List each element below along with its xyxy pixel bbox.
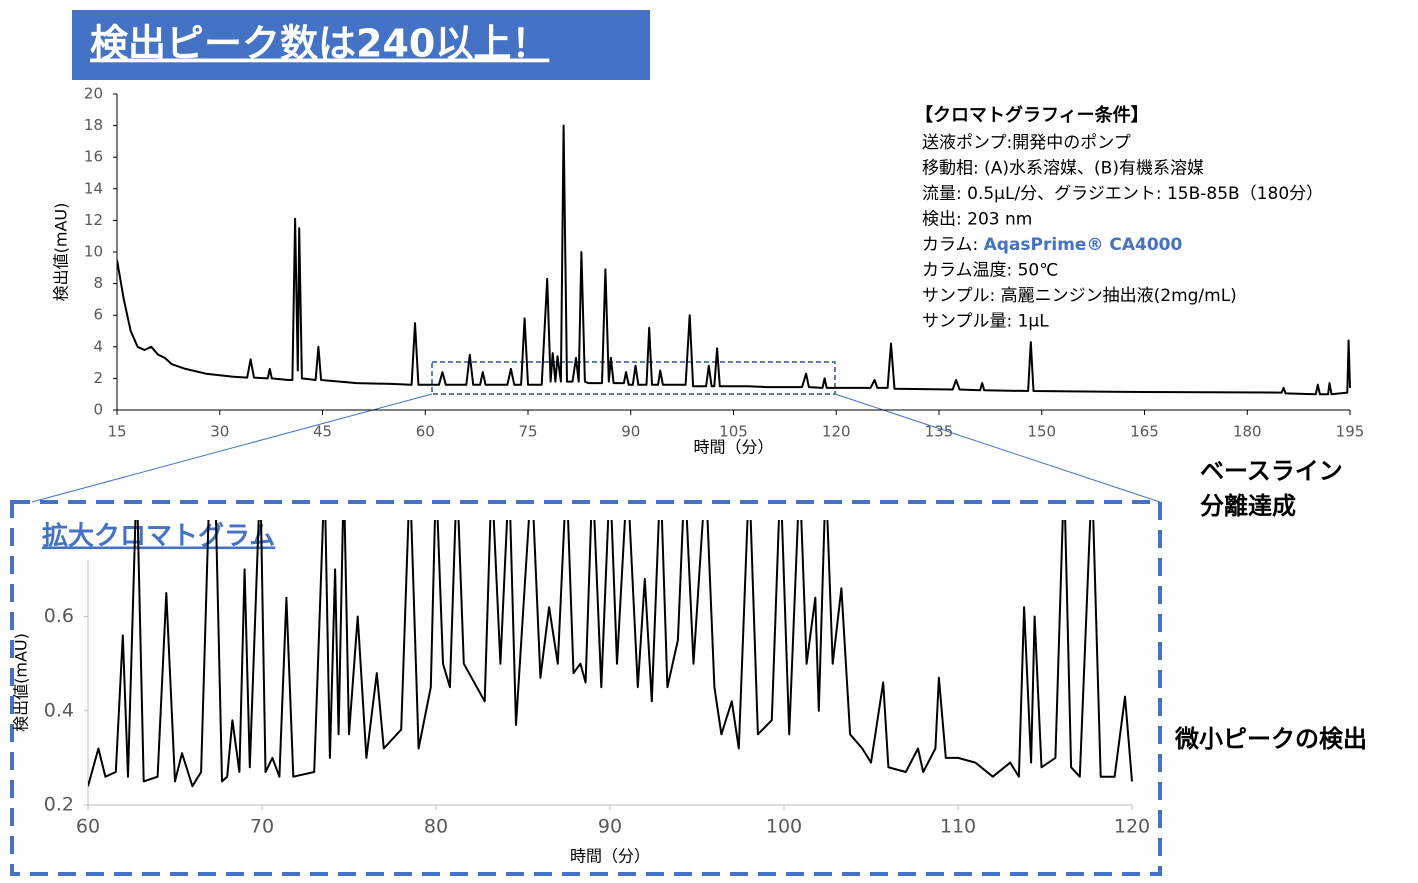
y-tick-label: 0.6 [44, 605, 74, 627]
x-tick-label: 75 [518, 423, 537, 441]
x-tick-label: 120 [822, 423, 851, 441]
condition-line: サンプル量: 1μL [922, 312, 1049, 332]
condition-text: 移動相: (A)水系溶媒、(B)有機系溶媒 [922, 159, 1204, 179]
y-tick-label: 10 [84, 243, 103, 261]
y-tick-label: 12 [84, 211, 103, 229]
x-tick-label: 80 [424, 816, 448, 838]
x-tick-label: 120 [1114, 816, 1150, 838]
condition-line: カラム: AqasPrime® CA4000 [922, 235, 1182, 255]
x-tick-label: 195 [1336, 423, 1365, 441]
condition-line: サンプル: 高麗ニンジン抽出液(2mg/mL) [922, 286, 1237, 306]
x-tick-label: 15 [107, 423, 126, 441]
x-tick-label: 90 [621, 423, 640, 441]
chromatogram-line [88, 520, 1133, 788]
y-tick-label: 16 [84, 148, 103, 166]
x-axis-label: 時間（分） [693, 438, 773, 457]
x-tick-label: 150 [1027, 423, 1056, 441]
y-tick-label: 0.4 [44, 699, 74, 721]
y-tick-label: 0.2 [44, 794, 74, 816]
banner-box [72, 10, 650, 80]
y-tick-label: 14 [84, 179, 103, 197]
zoom-box [10, 500, 1162, 876]
x-tick-label: 30 [210, 423, 229, 441]
condition-text: 送液ポンプ:開発中のポンプ [922, 133, 1131, 153]
x-tick-label: 45 [313, 423, 332, 441]
callout: 分離達成 [1200, 492, 1296, 520]
x-tick-label: 60 [76, 816, 100, 838]
x-tick-label: 90 [598, 816, 622, 838]
y-tick-label: 8 [93, 274, 103, 292]
x-tick-label: 60 [416, 423, 435, 441]
x-tick-label: 180 [1233, 423, 1262, 441]
condition-line: 送液ポンプ:開発中のポンプ [922, 133, 1131, 153]
conditions-heading: 【クロマトグラフィー条件】 [915, 104, 1149, 126]
x-tick-label: 110 [940, 816, 976, 838]
condition-line: 移動相: (A)水系溶媒、(B)有機系溶媒 [922, 159, 1204, 179]
y-tick-label: 18 [84, 116, 103, 134]
condition-text: サンプル量: 1μL [922, 312, 1049, 332]
zoom-region [431, 361, 836, 395]
banner: 検出ピーク数は240以上！ [90, 22, 549, 66]
condition-text: サンプル: 高麗ニンジン抽出液(2mg/mL) [922, 286, 1237, 306]
x-tick-label: 100 [766, 816, 802, 838]
condition-text: カラム温度: 50℃ [922, 261, 1058, 281]
y-axis-label: 検出値(mAU) [12, 633, 31, 732]
condition-line: カラム温度: 50℃ [922, 261, 1058, 281]
y-tick-label: 4 [93, 337, 103, 355]
condition-text: カラム: [922, 235, 984, 255]
y-tick-label: 20 [84, 85, 103, 103]
x-tick-label: 70 [250, 816, 274, 838]
condition-line: 流量: 0.5μL/分、グラジエント: 15B-85B（180分） [922, 184, 1323, 204]
condition-text: 流量: 0.5μL/分、グラジエント: 15B-85B（180分） [922, 184, 1323, 204]
condition-line: 検出: 203 nm [922, 210, 1032, 230]
x-tick-label: 165 [1130, 423, 1159, 441]
condition-text: AqasPrime® CA4000 [984, 235, 1183, 255]
y-tick-label: 2 [93, 369, 103, 387]
zoom-connector [31, 393, 433, 503]
chart-title: 拡大クロマトグラム [42, 522, 275, 552]
chromatogram-line [117, 124, 1351, 396]
callout: ベースライン [1200, 457, 1343, 485]
zoom-connector [834, 393, 1161, 503]
x-tick-label: 105 [719, 423, 748, 441]
callout: 微小ピークの検出 [1174, 725, 1367, 753]
x-axis-label: 時間（分） [570, 847, 650, 866]
condition-text: 検出: 203 nm [922, 210, 1032, 230]
y-tick-label: 0 [93, 401, 103, 419]
y-axis-label: 検出値(mAU) [52, 203, 71, 302]
y-tick-label: 6 [93, 306, 103, 324]
x-tick-label: 135 [925, 423, 954, 441]
